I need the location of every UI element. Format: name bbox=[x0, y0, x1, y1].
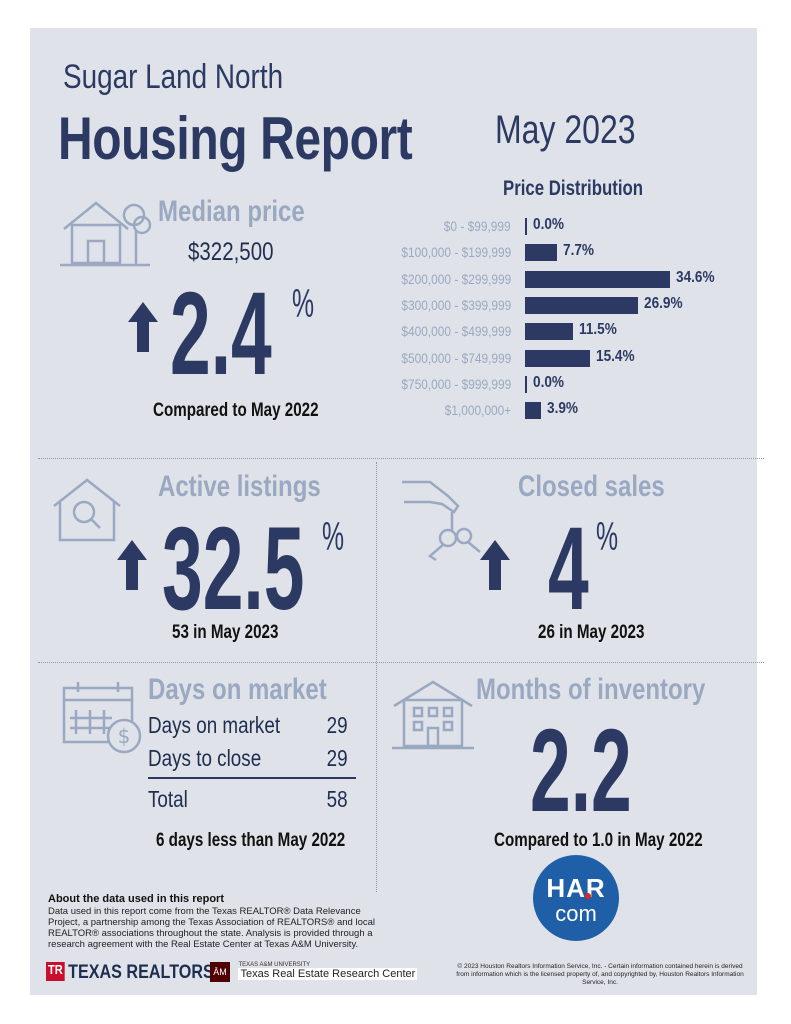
dom-caption: 6 days less than May 2022 bbox=[156, 830, 346, 851]
inventory-value: 2.2 bbox=[530, 705, 632, 837]
texas-realtors-badge: TR bbox=[46, 962, 65, 981]
active-listings-change: 32.5 bbox=[162, 503, 305, 635]
area-name: Sugar Land North bbox=[63, 58, 284, 96]
median-price-value: $322,500 bbox=[188, 238, 274, 266]
bar-value-label: 0.0% bbox=[533, 216, 564, 233]
svg-text:$: $ bbox=[118, 724, 131, 748]
texas-realtors-text: TEXAS REALTORS bbox=[68, 962, 214, 983]
inventory-caption: Compared to 1.0 in May 2022 bbox=[494, 830, 703, 851]
dom-total-label: Total bbox=[148, 786, 188, 812]
har-logo-dot bbox=[585, 893, 591, 899]
dom-row-value: 29 bbox=[327, 745, 348, 771]
active-listings-title: Active listings bbox=[158, 470, 321, 503]
divider bbox=[38, 458, 764, 459]
price-distribution-row: $1,000,000+ 3.9% bbox=[380, 399, 740, 423]
bar-category-label: $500,000 - $749,999 bbox=[401, 349, 511, 366]
bar-category-label: $300,000 - $399,999 bbox=[401, 296, 511, 313]
active-listings-caption: 53 in May 2023 bbox=[172, 622, 279, 643]
bar-category-label: $1,000,000+ bbox=[444, 402, 511, 419]
divider bbox=[38, 662, 764, 663]
bar-value-label: 0.0% bbox=[533, 373, 564, 391]
har-logo-bottom: com bbox=[555, 901, 597, 926]
price-distribution-row: $750,000 - $999,999 0.0% bbox=[380, 373, 740, 397]
closed-sales-caption: 26 in May 2023 bbox=[538, 622, 645, 643]
bar bbox=[525, 296, 638, 314]
divider bbox=[376, 462, 377, 892]
bar-category-label: $100,000 - $199,999 bbox=[401, 244, 511, 261]
price-distribution-row: $300,000 - $399,999 26.9% bbox=[380, 294, 740, 318]
bar-value-label: 3.9% bbox=[547, 400, 579, 418]
bar-value-label: 11.5% bbox=[579, 321, 617, 339]
active-listings-pct: % bbox=[322, 515, 345, 559]
up-arrow-icon bbox=[117, 540, 147, 590]
closed-sales-title: Closed sales bbox=[518, 470, 665, 503]
price-distribution-row: $100,000 - $199,999 7.7% bbox=[380, 241, 740, 265]
bar-category-label: $200,000 - $299,999 bbox=[401, 270, 511, 287]
house-search-icon bbox=[53, 478, 121, 542]
bar-category-label: $750,000 - $999,999 bbox=[401, 375, 511, 392]
report-month: May 2023 bbox=[495, 108, 636, 152]
about-title: About the data used in this report bbox=[48, 893, 225, 905]
tamu-logo: ĀM TEXAS A&M UNIVERSITY Texas Real Estat… bbox=[210, 962, 418, 982]
closed-sales-pct: % bbox=[596, 515, 619, 559]
bar bbox=[525, 375, 527, 393]
bar-value-label: 7.7% bbox=[563, 242, 595, 260]
dom-total-value: 58 bbox=[327, 786, 348, 812]
bar bbox=[525, 323, 574, 341]
closed-sales-change: 4 bbox=[548, 503, 589, 635]
bar bbox=[525, 270, 670, 288]
bar bbox=[525, 349, 590, 367]
up-arrow-icon bbox=[480, 540, 510, 590]
tamu-center-text: Texas Real Estate Research Center bbox=[238, 968, 418, 980]
price-distribution-row: $200,000 - $299,999 34.6% bbox=[380, 268, 740, 292]
dom-row-value: 29 bbox=[327, 712, 348, 738]
bar-value-label: 34.6% bbox=[676, 268, 715, 286]
price-distribution-row: $0 - $99,999 0.0% bbox=[380, 215, 740, 239]
inventory-title: Months of inventory bbox=[476, 673, 706, 706]
report-sheet bbox=[30, 28, 757, 995]
bar bbox=[525, 244, 558, 262]
chart-title: Price Distribution bbox=[503, 177, 644, 200]
building-icon bbox=[392, 680, 474, 750]
median-price-change: 2.4 bbox=[170, 268, 272, 400]
dom-row-label: Days to close bbox=[148, 745, 262, 771]
report-title: Housing Report bbox=[58, 105, 413, 172]
median-price-pct: % bbox=[292, 282, 315, 326]
price-distribution-row: $400,000 - $499,999 11.5% bbox=[380, 320, 740, 344]
hand-keys-icon bbox=[402, 480, 481, 562]
bar-category-label: $0 - $99,999 bbox=[444, 218, 511, 234]
price-distribution-row: $500,000 - $749,999 15.4% bbox=[380, 347, 740, 371]
bar-value-label: 15.4% bbox=[595, 347, 635, 365]
up-arrow-icon bbox=[128, 302, 158, 352]
tamu-small-text: TEXAS A&M UNIVERSITY bbox=[238, 962, 311, 968]
copyright-text: © 2023 Houston Realtors Information Serv… bbox=[456, 963, 744, 986]
bar bbox=[525, 402, 542, 420]
dom-row-label: Days on market bbox=[148, 712, 281, 738]
days-on-market-title: Days on market bbox=[148, 673, 327, 706]
har-logo[interactable]: HAR com bbox=[533, 855, 619, 941]
bar bbox=[525, 218, 527, 235]
bar-category-label: $400,000 - $499,999 bbox=[401, 323, 511, 340]
about-body: Data used in this report come from the T… bbox=[48, 906, 376, 950]
total-divider bbox=[148, 777, 356, 779]
tamu-badge: ĀM bbox=[210, 962, 230, 982]
bar-value-label: 26.9% bbox=[643, 294, 683, 312]
median-price-caption: Compared to May 2022 bbox=[153, 400, 319, 421]
texas-realtors-logo: TR TEXAS REALTORS bbox=[46, 962, 214, 984]
calendar-dollar-icon: $ bbox=[62, 682, 142, 754]
house-tree-icon bbox=[60, 201, 152, 267]
median-price-title: Median price bbox=[158, 195, 305, 228]
har-logo-top: HAR bbox=[546, 873, 606, 903]
